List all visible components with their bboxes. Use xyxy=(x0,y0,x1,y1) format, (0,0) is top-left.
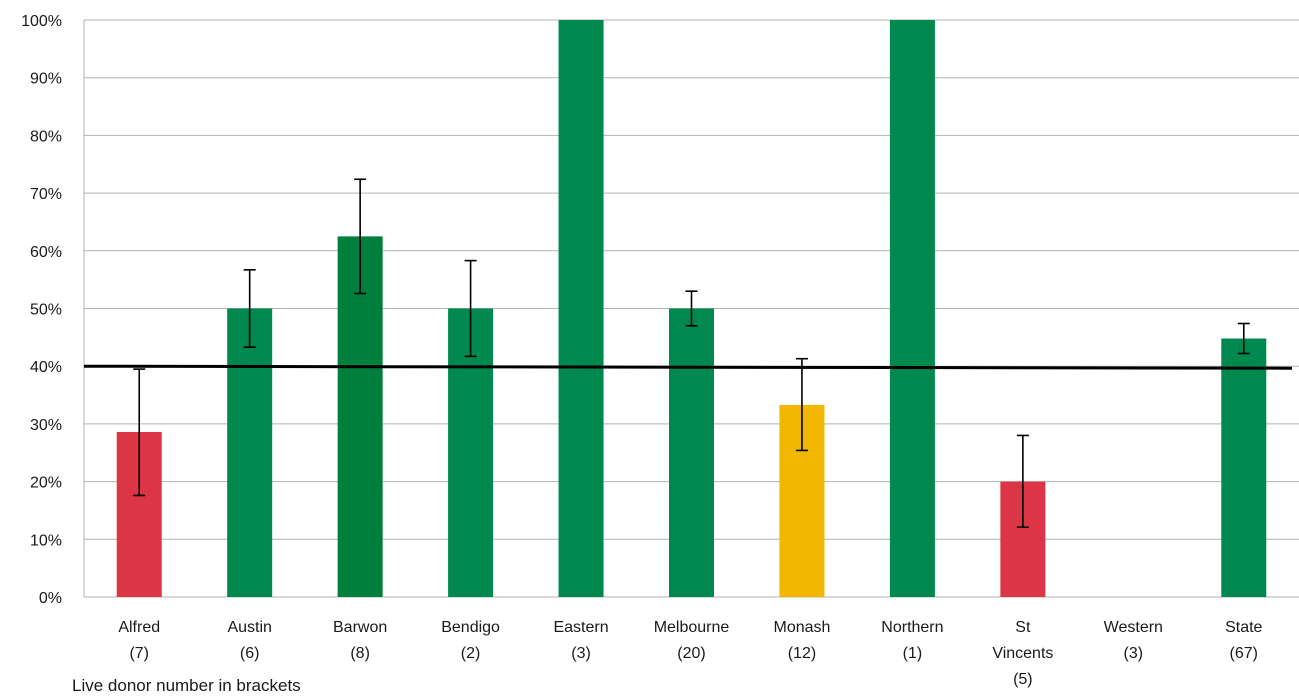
x-tick-label: (8) xyxy=(350,645,370,662)
y-axis-ticks: 0% 10% 20% 30% 40% 50% 60% 70% 80% 90% 100% xyxy=(21,13,62,607)
bar xyxy=(337,236,383,597)
y-tick-label: 80% xyxy=(30,128,62,145)
bars xyxy=(116,20,1267,597)
x-tick-label: Northern xyxy=(881,619,943,636)
x-tick-label: (12) xyxy=(788,645,816,662)
x-tick-label: (67) xyxy=(1230,645,1258,662)
x-tick-label: (2) xyxy=(461,645,481,662)
y-tick-label: 60% xyxy=(30,244,62,261)
x-tick-label: (5) xyxy=(1013,671,1033,688)
x-tick-label: Eastern xyxy=(553,619,608,636)
x-tick-label: (6) xyxy=(240,645,260,662)
x-tick-label: Western xyxy=(1104,619,1163,636)
x-tick-label: State xyxy=(1225,619,1262,636)
y-tick-label: 90% xyxy=(30,71,62,88)
x-tick-label: Monash xyxy=(773,619,830,636)
x-axis-labels: Alfred (7) Austin (6) Barwon (8) Bendigo (2) Eas… xyxy=(118,619,1262,688)
x-tick-label: Bendigo xyxy=(441,619,500,636)
x-tick-label: (3) xyxy=(571,645,591,662)
x-tick-label: Melbourne xyxy=(654,619,730,636)
bar xyxy=(558,20,604,597)
y-tick-label: 10% xyxy=(30,532,62,549)
x-tick-label: (7) xyxy=(129,645,149,662)
y-tick-label: 70% xyxy=(30,186,62,203)
y-tick-label: 30% xyxy=(30,417,62,434)
y-tick-label: 100% xyxy=(21,13,62,30)
x-tick-label: (3) xyxy=(1124,645,1144,662)
error-bars xyxy=(133,178,1250,528)
y-tick-label: 50% xyxy=(30,302,62,319)
y-tick-label: 20% xyxy=(30,475,62,492)
y-tick-label: 0% xyxy=(39,590,62,607)
bar xyxy=(889,20,935,597)
reference-line-group xyxy=(83,364,1293,370)
footnote: Live donor number in brackets xyxy=(72,676,301,695)
x-tick-label: Vincents xyxy=(992,645,1053,662)
x-tick-label: Alfred xyxy=(118,619,160,636)
x-tick-label: (1) xyxy=(903,645,923,662)
x-tick-label: Barwon xyxy=(333,619,387,636)
bar xyxy=(1221,338,1267,597)
y-tick-label: 40% xyxy=(30,359,62,376)
x-tick-label: Austin xyxy=(227,619,271,636)
x-tick-label: (20) xyxy=(677,645,705,662)
reference-line xyxy=(83,364,1293,370)
bar xyxy=(227,308,273,597)
x-tick-label: St xyxy=(1015,619,1031,636)
bar xyxy=(669,308,714,597)
